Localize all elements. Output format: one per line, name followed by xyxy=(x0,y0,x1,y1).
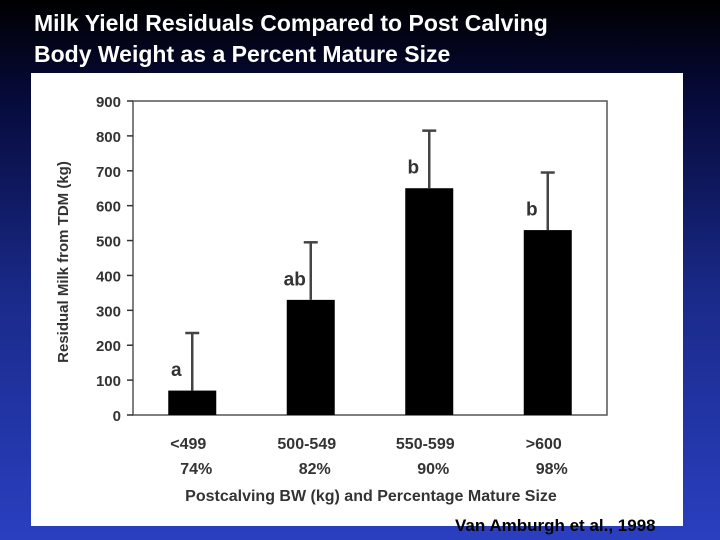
y-tick-label: 500 xyxy=(96,234,121,251)
bar-chart: 0 100 200 300 400 500 600 700 800 900 Residual Mil… xyxy=(55,94,608,505)
y-axis-label: Residual Milk from TDM (kg) xyxy=(55,161,72,363)
slide-title-line-1: Milk Yield Residuals Compared to Post Ca… xyxy=(34,10,548,36)
x-category-label: >600 xyxy=(526,436,562,453)
y-tick-label: 300 xyxy=(96,303,121,320)
x-percentage-label: 98% xyxy=(536,461,568,478)
y-tick-label: 0 xyxy=(113,408,121,425)
slide-title-line-2: Body Weight as a Percent Mature Size xyxy=(34,41,451,67)
y-tick-label: 800 xyxy=(96,129,121,146)
y-tick-label: 900 xyxy=(96,94,121,111)
y-tick-label: 400 xyxy=(96,268,121,285)
x-category-label: 500-549 xyxy=(277,436,336,453)
x-category-label: <499 xyxy=(170,436,206,453)
group-label-4: b xyxy=(526,200,538,221)
chart-panel: 0 100 200 300 400 500 600 700 800 900 Residual Mil… xyxy=(31,73,683,526)
y-tick-label: 100 xyxy=(96,373,121,390)
group-label-3: b xyxy=(407,158,419,179)
citation: Van Amburgh et al., 1998 xyxy=(455,516,656,535)
x-category-label: 550-599 xyxy=(396,436,455,453)
x-percentage-label: 90% xyxy=(417,461,449,478)
group-label-2: ab xyxy=(284,269,306,290)
plot-frame xyxy=(132,100,608,416)
bar-3 xyxy=(405,188,454,415)
x-percentage-label: 74% xyxy=(180,461,212,478)
bar-2 xyxy=(286,299,335,415)
y-tick-label: 200 xyxy=(96,338,121,355)
y-tick-label: 700 xyxy=(96,164,121,181)
bar-4 xyxy=(523,230,572,415)
y-tick-label: 600 xyxy=(96,199,121,216)
group-label-1: a xyxy=(171,360,182,381)
x-percentage-label: 82% xyxy=(299,461,331,478)
bar-1 xyxy=(168,390,217,415)
slide-title: Milk Yield Residuals Compared to Post Ca… xyxy=(34,8,714,70)
x-axis-label: Postcalving BW (kg) and Percentage Matur… xyxy=(185,488,557,505)
